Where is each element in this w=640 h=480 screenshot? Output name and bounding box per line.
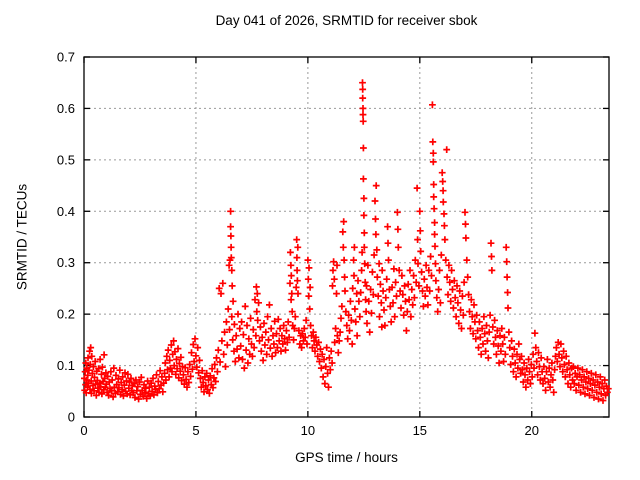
x-tick-label: 5 bbox=[192, 423, 199, 438]
chart-title: Day 041 of 2026, SRMTID for receiver sbo… bbox=[215, 13, 478, 28]
x-tick-label: 15 bbox=[413, 423, 427, 438]
x-tick-label: 20 bbox=[525, 423, 539, 438]
y-tick-label: 0.6 bbox=[57, 101, 75, 116]
x-tick-label: 0 bbox=[80, 423, 87, 438]
x-axis-label: GPS time / hours bbox=[295, 450, 398, 465]
y-axis-label: SRMTID / TECUs bbox=[14, 183, 30, 291]
y-tick-label: 0.2 bbox=[57, 307, 75, 322]
y-tick-label: 0.4 bbox=[57, 204, 75, 219]
y-tick-label: 0.7 bbox=[57, 50, 75, 65]
y-tick-label: 0.3 bbox=[57, 255, 75, 270]
x-tick-label: 10 bbox=[301, 423, 315, 438]
plot-border bbox=[83, 56, 610, 418]
scatter-points bbox=[81, 79, 612, 404]
y-tick-label: 0 bbox=[68, 410, 75, 425]
y-tick-label: 0.1 bbox=[57, 358, 75, 373]
y-tick-label: 0.5 bbox=[57, 152, 75, 167]
